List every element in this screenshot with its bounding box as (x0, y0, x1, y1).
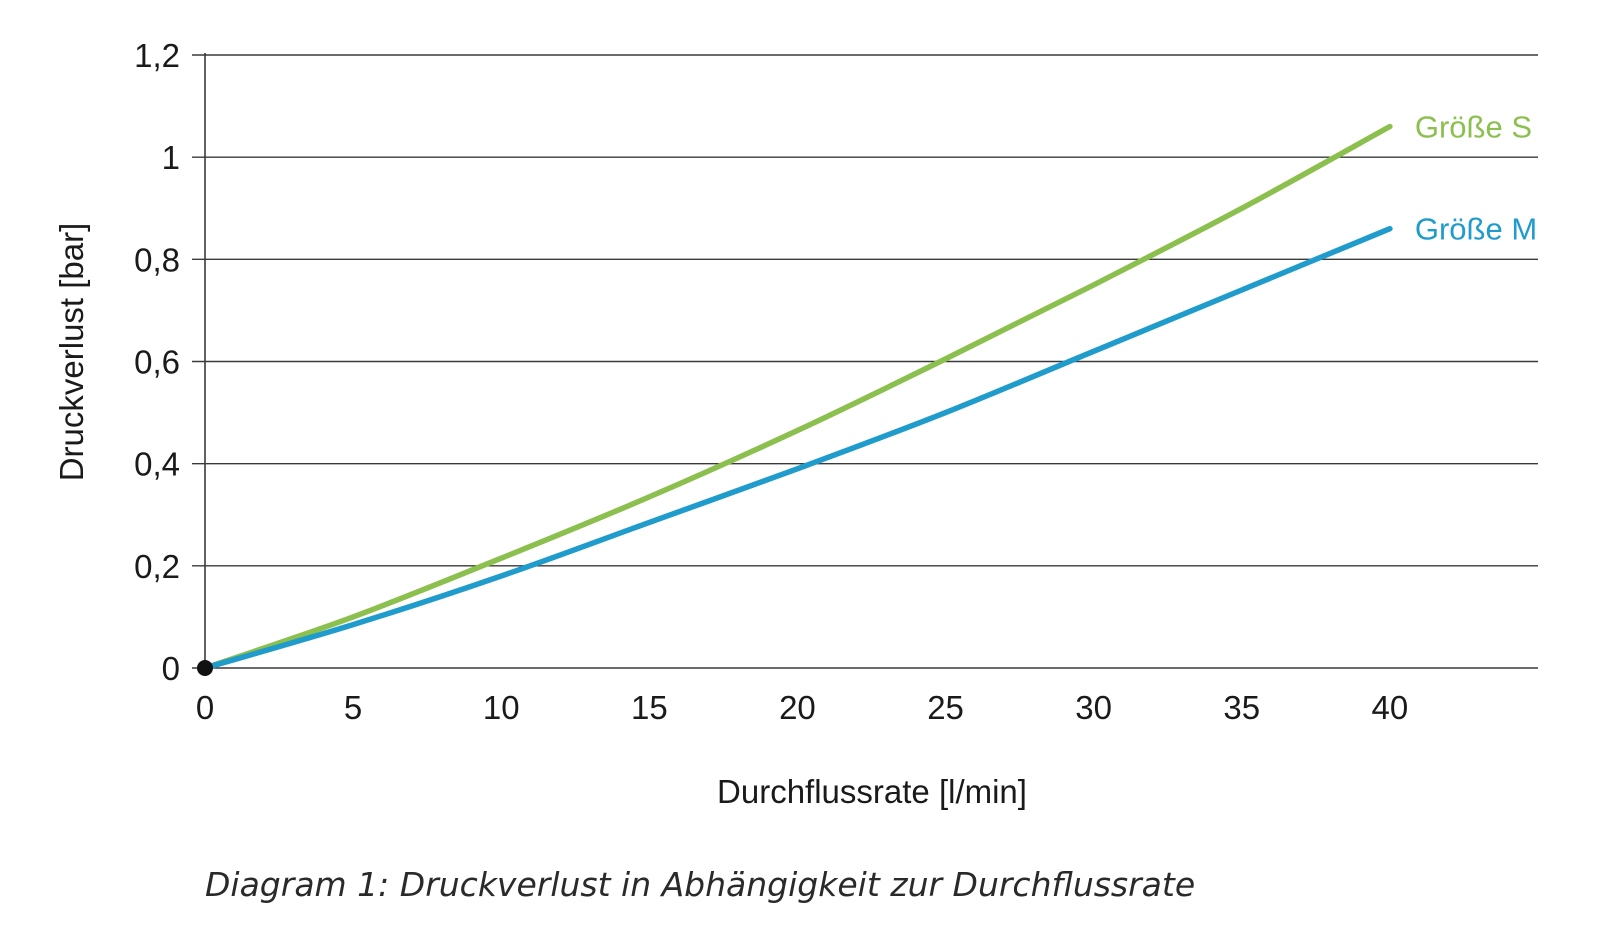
series-labels: Größe S Größe M (1415, 110, 1537, 247)
y-tick-label: 0,6 (134, 344, 180, 381)
y-tick-label: 0 (162, 650, 180, 687)
x-tick-label: 20 (779, 689, 816, 726)
x-tick-label: 5 (344, 689, 362, 726)
gridlines (192, 54, 1538, 669)
y-axis-title: Druckverlust [bar] (53, 223, 90, 482)
y-tick-label: 0,2 (134, 548, 180, 585)
x-axis-title: Durchflussrate [l/min] (717, 773, 1027, 810)
x-tick-label: 30 (1075, 689, 1112, 726)
x-tick-label: 15 (631, 689, 668, 726)
figure-caption: Diagram 1: Druckverlust in Abhängigkeit … (205, 865, 1195, 904)
y-tick-label: 1 (162, 139, 180, 176)
y-tick-label: 1,2 (134, 37, 180, 74)
x-tick-label: 35 (1223, 689, 1260, 726)
origin-marker (197, 660, 213, 676)
series-line-s (202, 123, 1393, 671)
x-tick-label: 25 (927, 689, 964, 726)
series-line-m (202, 225, 1393, 671)
y-tick-labels: 0 0,2 0,4 0,6 0,8 1 1,2 (134, 37, 180, 687)
x-tick-label: 10 (483, 689, 520, 726)
y-tick-label: 0,4 (134, 446, 180, 483)
x-tick-label: 40 (1372, 689, 1409, 726)
x-tick-labels: 0 5 10 15 20 25 30 35 40 (196, 689, 1408, 726)
y-tick-label: 0,8 (134, 241, 180, 278)
x-tick-label: 0 (196, 689, 214, 726)
series-lines (202, 123, 1393, 671)
series-label-s: Größe S (1415, 110, 1532, 145)
series-label-m: Größe M (1415, 212, 1537, 247)
